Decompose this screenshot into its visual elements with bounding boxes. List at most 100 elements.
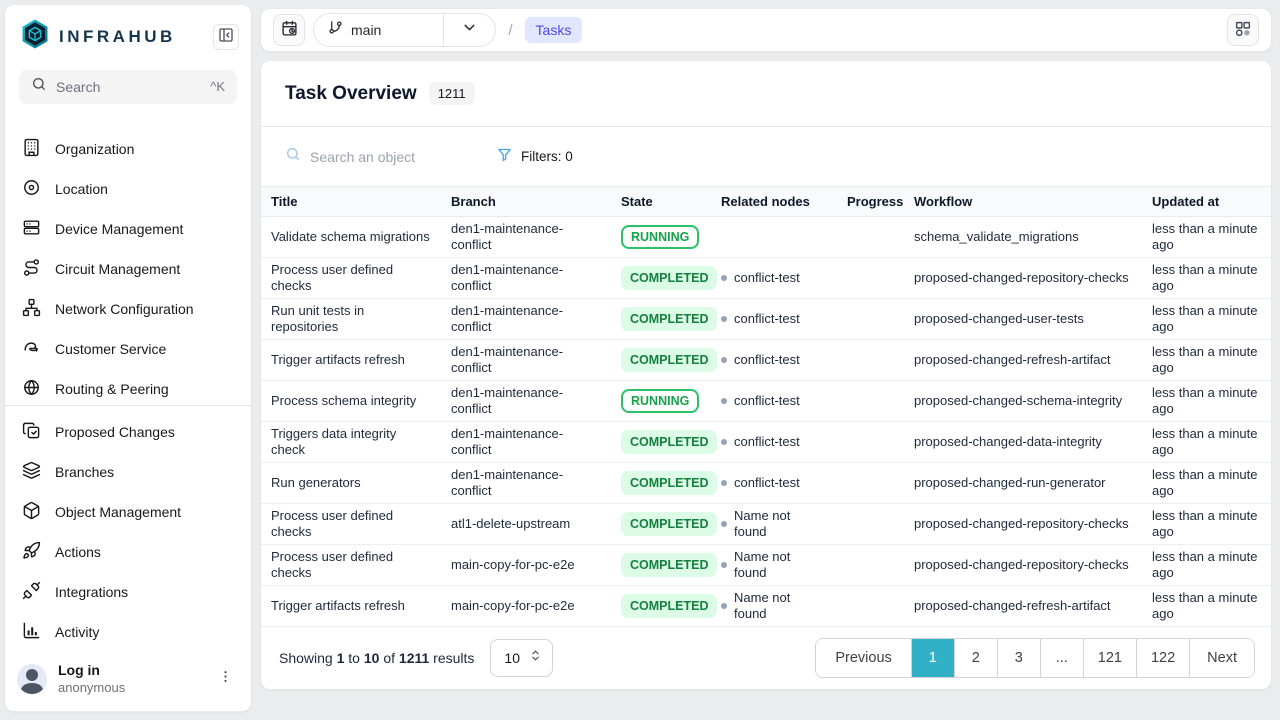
username-label: anonymous [58, 680, 126, 695]
search-icon [31, 76, 47, 97]
task-title: Trigger artifacts refresh [271, 352, 405, 367]
related-node: Name not found [721, 549, 827, 581]
sidebar-item-activity[interactable]: Activity [5, 612, 251, 652]
table-footer: Showing 1 to 10 of 1211 results 10 Previ… [261, 627, 1271, 689]
tasks-table: Title Branch State Related nodes Progres… [261, 186, 1271, 627]
state-badge: RUNNING [621, 225, 700, 249]
panel-collapse-icon [218, 27, 234, 46]
branch-dropdown-toggle[interactable] [443, 14, 495, 46]
sidebar-item-branches[interactable]: Branches [5, 452, 251, 492]
sidebar-item-label: Location [55, 180, 108, 197]
table-row[interactable]: Run generators den1-maintenance-conflict… [261, 462, 1271, 504]
table-row[interactable]: Trigger artifacts refresh den1-maintenan… [261, 339, 1271, 381]
col-workflow[interactable]: Workflow [904, 186, 1142, 217]
login-button[interactable]: Log in [58, 662, 100, 678]
task-workflow: proposed-changed-run-generator [914, 475, 1106, 490]
page-button-121[interactable]: 121 [1082, 639, 1136, 677]
git-branch-icon [328, 20, 343, 40]
task-branch: den1-maintenance-conflict [451, 303, 564, 334]
logo-row: INFRAHUB [5, 5, 251, 62]
related-node: Name not found [721, 590, 827, 622]
table-row[interactable]: Process schema integrity den1-maintenanc… [261, 380, 1271, 422]
pagination: Previous 1 2 3 ... 121 122 Next [815, 638, 1255, 678]
task-branch: den1-maintenance-conflict [451, 221, 564, 252]
sidebar-item-integrations[interactable]: Integrations [5, 572, 251, 612]
sidebar-item-label: Branches [55, 464, 115, 480]
breadcrumb-tasks[interactable]: Tasks [524, 17, 583, 43]
bar-chart-icon [22, 621, 41, 643]
page-button-2[interactable]: 2 [953, 639, 997, 677]
sidebar-item-label: Routing & Peering [55, 380, 169, 397]
user-menu-button[interactable] [214, 665, 237, 693]
state-badge: COMPLETED [621, 430, 718, 454]
col-updated-at[interactable]: Updated at [1142, 186, 1271, 217]
sidebar-item-label: Organization [55, 140, 135, 157]
sidebar-item-routing-peering[interactable]: Routing & Peering [5, 369, 251, 400]
col-title[interactable]: Title [261, 186, 441, 217]
related-node: conflict-test [721, 311, 827, 327]
col-branch[interactable]: Branch [441, 186, 611, 217]
calendar-clock-icon [281, 20, 298, 40]
schema-button[interactable] [1227, 14, 1259, 46]
sidebar-item-actions[interactable]: Actions [5, 532, 251, 572]
page-button-3[interactable]: 3 [996, 639, 1040, 677]
object-search-input[interactable] [310, 148, 460, 165]
task-title: Process user defined checks [271, 508, 394, 539]
task-title: Trigger artifacts refresh [271, 598, 405, 613]
col-state[interactable]: State [611, 186, 711, 217]
sidebar-collapse-button[interactable] [213, 23, 239, 50]
sidebar-item-label: Device Management [55, 220, 184, 237]
breadcrumb-separator: / [508, 21, 513, 39]
next-page-button[interactable]: Next [1189, 639, 1254, 677]
state-badge: COMPLETED [621, 594, 718, 618]
sidebar-item-location[interactable]: Location [5, 169, 251, 209]
table-row[interactable]: Run unit tests in repositories den1-main… [261, 298, 1271, 340]
search-shortcut: ^K [210, 79, 225, 95]
table-row[interactable]: Process user defined checks main-copy-fo… [261, 544, 1271, 586]
sidebar-item-device-management[interactable]: Device Management [5, 209, 251, 249]
table-row[interactable]: Process user defined checks den1-mainten… [261, 257, 1271, 299]
node-dot-icon [721, 439, 727, 445]
col-related-nodes[interactable]: Related nodes [711, 186, 837, 217]
sidebar: INFRAHUB Search ^K Organization [4, 4, 252, 712]
time-travel-button[interactable] [273, 14, 305, 46]
sidebar-item-label: Activity [55, 624, 100, 640]
page-button-1[interactable]: 1 [910, 639, 954, 677]
sidebar-item-organization[interactable]: Organization [5, 129, 251, 169]
task-title: Run generators [271, 475, 361, 490]
related-node: Name not found [721, 508, 827, 540]
table-row[interactable]: Trigger artifacts refresh main-copy-for-… [261, 585, 1271, 627]
page-size-select[interactable]: 10 [490, 639, 553, 677]
sidebar-item-label: Customer Service [55, 340, 167, 357]
page-button-122[interactable]: 122 [1135, 639, 1190, 677]
topbar: main / Tasks [260, 8, 1272, 52]
object-search[interactable] [285, 146, 471, 167]
filters-button[interactable]: Filters: 0 [497, 147, 573, 167]
sidebar-item-circuit-management[interactable]: Circuit Management [5, 249, 251, 289]
rocket-icon [22, 541, 41, 563]
main-column: main / Tasks [260, 8, 1272, 690]
sidebar-item-customer-service[interactable]: Customer Service [5, 329, 251, 369]
filters-label: Filters: 0 [521, 149, 573, 165]
task-progress [837, 339, 904, 381]
sidebar-search-input[interactable]: Search ^K [19, 70, 237, 104]
sidebar-item-network-configuration[interactable]: Network Configuration [5, 289, 251, 329]
table-row[interactable]: Process user defined checks atl1-delete-… [261, 503, 1271, 545]
col-progress[interactable]: Progress [837, 186, 904, 217]
table-row[interactable]: Triggers data integrity check den1-maint… [261, 421, 1271, 463]
branch-selector[interactable]: main [313, 13, 497, 47]
task-updated: less than a minute ago [1152, 549, 1258, 580]
task-updated: less than a minute ago [1152, 303, 1258, 334]
components-icon [1234, 20, 1252, 41]
sidebar-item-label: Circuit Management [55, 260, 181, 277]
title-row: Task Overview 1211 [261, 61, 1271, 128]
node-dot-icon [721, 521, 727, 527]
table-toolbar: Filters: 0 [261, 127, 1271, 186]
table-row[interactable]: Validate schema migrations den1-maintena… [261, 216, 1271, 258]
state-badge: COMPLETED [621, 512, 718, 536]
state-badge: RUNNING [621, 389, 700, 413]
sidebar-item-object-management[interactable]: Object Management [5, 492, 251, 532]
previous-page-button[interactable]: Previous [816, 639, 911, 677]
task-progress [837, 380, 904, 422]
sidebar-item-proposed-changes[interactable]: Proposed Changes [5, 412, 251, 452]
